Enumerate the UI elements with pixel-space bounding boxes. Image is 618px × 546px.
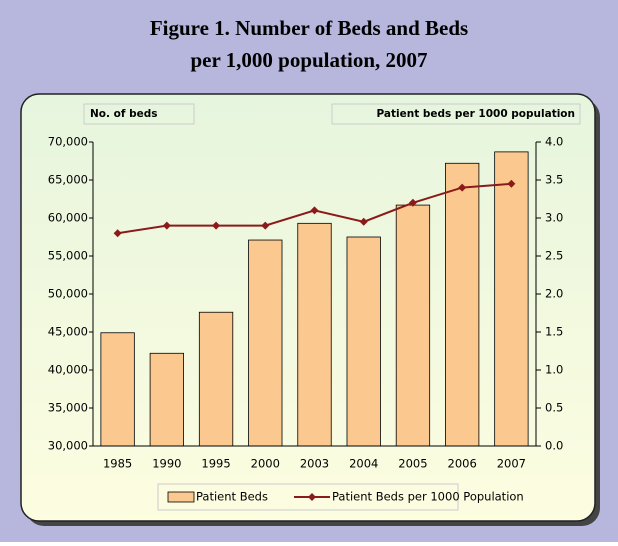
chart-title: Figure 1. Number of Beds and Beds: [150, 16, 468, 40]
y2-tick-label: 0.0: [545, 439, 563, 453]
axis-title-box: [83, 103, 195, 125]
y-tick-label: 35,000: [48, 401, 88, 415]
bar: [149, 352, 184, 447]
x-tick-label: 1990: [152, 457, 181, 471]
y-tick-label: 55,000: [48, 249, 88, 263]
y-axis-title: No. of beds: [90, 108, 158, 120]
y-tick-label: 60,000: [48, 211, 88, 225]
bar: [346, 236, 381, 447]
y-tick-label: 40,000: [48, 363, 88, 377]
y2-tick-label: 1.0: [545, 363, 563, 377]
legend-box: [157, 483, 459, 511]
bar: [297, 222, 332, 447]
legend-label: Patient Beds per 1000 Population: [332, 490, 524, 504]
marker: [408, 198, 417, 207]
x-tick-label: 2006: [448, 457, 477, 471]
marker: [310, 206, 319, 215]
x-tick-label: 2004: [349, 457, 378, 471]
y2-tick-label: 3.0: [545, 211, 563, 225]
y2-tick-label: 2.0: [545, 287, 563, 301]
legend-swatch: [308, 493, 316, 501]
y2-axis-title: Patient beds per 1000 population: [376, 108, 575, 120]
axis-title-box: [331, 103, 581, 125]
y2-tick-label: 2.5: [545, 249, 563, 263]
x-tick-label: 1995: [201, 457, 230, 471]
marker: [261, 221, 270, 230]
y-tick-label: 30,000: [48, 439, 88, 453]
x-tick-label: 2007: [497, 457, 526, 471]
x-tick-label: 1985: [103, 457, 132, 471]
x-tick-label: 2000: [251, 457, 280, 471]
y2-tick-label: 0.5: [545, 401, 563, 415]
marker: [162, 221, 171, 230]
x-tick-label: 2005: [398, 457, 427, 471]
legend-label: Patient Beds: [196, 490, 268, 504]
bar: [198, 311, 234, 447]
y2-tick-label: 3.5: [545, 173, 563, 187]
bar: [248, 239, 283, 447]
y-tick-label: 45,000: [48, 325, 88, 339]
marker: [359, 217, 368, 226]
marker: [507, 179, 516, 188]
legend-swatch: [167, 491, 195, 503]
y-tick-label: 70,000: [48, 135, 88, 149]
bar: [445, 162, 480, 447]
x-tick-label: 2003: [300, 457, 329, 471]
y2-tick-label: 1.5: [545, 325, 563, 339]
chart-title: per 1,000 population, 2007: [190, 48, 427, 72]
axes: [92, 142, 537, 447]
bar: [100, 332, 135, 447]
marker: [113, 229, 122, 238]
bar: [395, 204, 431, 447]
y2-tick-label: 4.0: [545, 135, 563, 149]
y-tick-label: 50,000: [48, 287, 88, 301]
bar: [494, 151, 529, 447]
marker: [212, 221, 221, 230]
marker: [458, 183, 467, 192]
y-tick-label: 65,000: [48, 173, 88, 187]
